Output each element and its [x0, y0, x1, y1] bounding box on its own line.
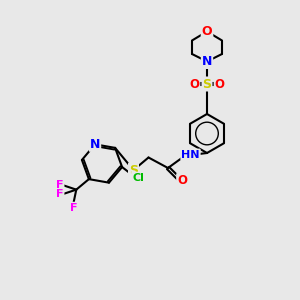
Text: F: F: [56, 189, 64, 199]
Text: O: O: [202, 25, 212, 38]
Text: O: O: [189, 77, 200, 91]
Text: S: S: [129, 164, 138, 177]
Text: F: F: [70, 202, 77, 213]
Text: Cl: Cl: [132, 172, 144, 182]
Text: O: O: [177, 174, 187, 187]
Text: N: N: [202, 55, 212, 68]
Text: HN: HN: [181, 149, 200, 160]
Text: N: N: [90, 138, 100, 151]
Text: F: F: [56, 180, 64, 190]
Text: O: O: [214, 77, 225, 91]
Text: S: S: [202, 77, 211, 91]
